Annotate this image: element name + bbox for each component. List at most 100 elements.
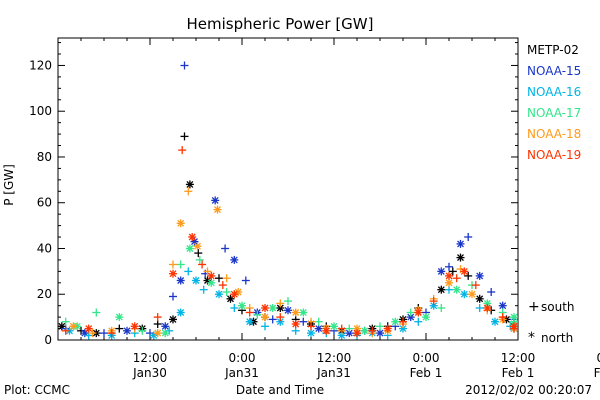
y-tick-label: 80 [37, 150, 52, 164]
point-noaa-16 [176, 308, 185, 317]
point-noaa-15 [284, 306, 292, 315]
x-tick-date-label: Feb 1 [502, 366, 535, 380]
point-noaa-19 [414, 308, 423, 317]
point-noaa-16 [414, 317, 423, 326]
point-metp-02 [448, 267, 457, 276]
point-noaa-19 [353, 329, 361, 338]
point-noaa-18 [88, 329, 97, 338]
point-noaa-16 [475, 304, 484, 312]
point-noaa-19 [130, 322, 139, 331]
point-noaa-19 [429, 297, 438, 306]
point-metp-02 [456, 253, 465, 262]
y-tick-label: 100 [29, 104, 52, 118]
point-noaa-17 [61, 317, 70, 326]
legend-entry-noaa-18: NOAA-18 [527, 127, 581, 141]
x-tick-date-label: Feb 2 [594, 366, 600, 380]
point-noaa-15 [456, 239, 465, 248]
point-noaa-15 [475, 271, 484, 280]
point-noaa-16 [460, 290, 469, 299]
y-tick-label: 0 [44, 333, 52, 347]
point-noaa-18 [193, 242, 202, 251]
point-noaa-17 [376, 322, 384, 331]
point-noaa-18 [69, 322, 78, 331]
data-points [57, 61, 518, 340]
legend-entry-noaa-15: NOAA-15 [527, 64, 581, 78]
point-noaa-15 [180, 61, 189, 70]
point-noaa-18 [445, 278, 453, 287]
point-noaa-19 [207, 271, 216, 280]
point-noaa-19 [368, 326, 377, 335]
point-noaa-15 [100, 329, 108, 338]
point-noaa-16 [184, 267, 193, 276]
point-noaa-16 [491, 317, 499, 326]
point-noaa-16 [245, 317, 254, 326]
legend-entry-noaa-19: NOAA-19 [527, 148, 581, 162]
point-noaa-19 [153, 313, 162, 322]
point-noaa-18 [291, 308, 300, 317]
point-noaa-15 [221, 244, 230, 253]
point-noaa-19 [218, 281, 227, 290]
y-tick-label: 20 [37, 287, 52, 301]
point-noaa-17 [422, 313, 430, 322]
point-noaa-15 [123, 326, 131, 335]
x-axis-label: Date and Time [236, 383, 324, 397]
point-noaa-17 [253, 310, 262, 319]
point-noaa-15 [268, 315, 277, 324]
point-noaa-19 [471, 281, 480, 290]
plot-frame [57, 37, 519, 341]
point-metp-02 [153, 320, 162, 328]
point-noaa-18 [213, 205, 222, 214]
x-tick-date-label: Jan31 [224, 366, 259, 380]
point-noaa-19 [178, 146, 187, 155]
point-noaa-17 [299, 308, 308, 317]
point-noaa-18 [153, 329, 162, 338]
point-noaa-19 [261, 304, 269, 312]
point-noaa-16 [445, 285, 453, 294]
point-noaa-17 [185, 244, 194, 253]
point-metp-02 [194, 249, 203, 258]
point-noaa-15 [161, 322, 170, 331]
point-noaa-17 [330, 322, 338, 331]
point-noaa-19 [169, 269, 177, 278]
x-tick-time-label: 12:00 [317, 351, 352, 365]
point-noaa-17 [92, 308, 101, 317]
point-noaa-17 [207, 278, 216, 287]
point-noaa-18 [169, 260, 177, 269]
point-noaa-16 [307, 329, 315, 338]
point-noaa-17 [222, 288, 231, 296]
point-noaa-17 [314, 317, 323, 326]
point-noaa-17 [406, 308, 415, 317]
legend-entry-metp-02: METP-02 [527, 43, 579, 57]
point-noaa-16 [291, 326, 300, 335]
point-noaa-19 [307, 322, 315, 331]
point-noaa-19 [498, 313, 507, 322]
point-noaa-18 [261, 313, 269, 322]
point-noaa-15 [314, 324, 323, 333]
point-noaa-15 [299, 317, 308, 326]
point-noaa-15 [464, 233, 473, 241]
point-noaa-18 [203, 267, 212, 276]
point-noaa-18 [184, 187, 193, 196]
chart-title: Hemispheric Power [GW] [187, 15, 374, 33]
marker-label-north: north [541, 331, 573, 345]
point-noaa-19 [399, 317, 407, 326]
point-noaa-19 [445, 271, 453, 280]
x-tick-date-label: Feb 1 [410, 366, 443, 380]
point-metp-02 [185, 180, 194, 189]
point-noaa-19 [383, 324, 392, 333]
y-axis-label: P [GW] [2, 164, 16, 206]
point-noaa-17 [345, 324, 354, 333]
point-metp-02 [215, 274, 223, 283]
point-noaa-19 [61, 326, 70, 335]
point-metp-02 [180, 132, 189, 141]
x-tick-time-label: 0:00 [229, 351, 256, 365]
x-tick-time-label: 0:00 [597, 351, 600, 365]
y-axis: 0 20 40 60 80 100 120 [29, 42, 518, 347]
point-noaa-18 [222, 274, 231, 283]
point-noaa-19 [230, 290, 239, 299]
point-noaa-19 [460, 267, 469, 276]
point-noaa-19 [322, 326, 331, 335]
y-tick-label: 120 [29, 58, 52, 72]
point-noaa-15 [376, 329, 384, 338]
point-noaa-17 [238, 301, 246, 310]
